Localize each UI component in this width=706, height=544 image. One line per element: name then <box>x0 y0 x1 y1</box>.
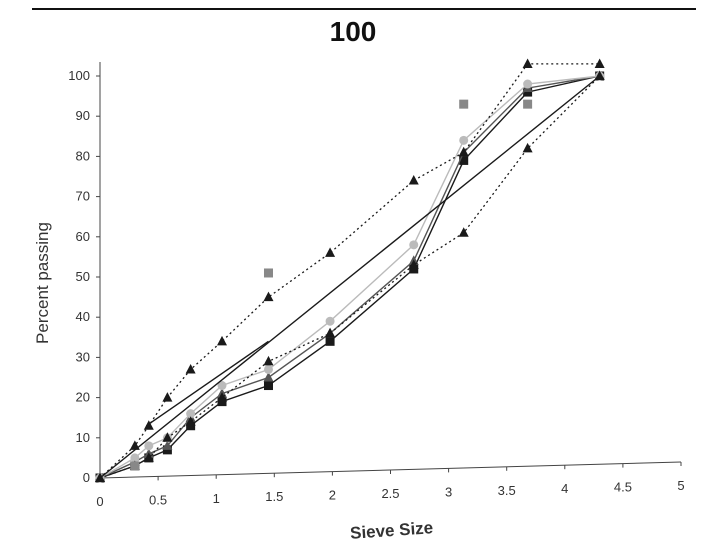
data-point-square <box>162 445 172 455</box>
y-tick-label: 60 <box>76 229 90 244</box>
data-point-square <box>186 421 196 431</box>
x-tick-label: 1.5 <box>265 489 283 504</box>
data-point-triangle <box>458 146 469 157</box>
data-point-square <box>409 264 419 274</box>
data-point-triangle <box>129 440 140 450</box>
data-point-triangle <box>143 452 154 462</box>
data-point-circle <box>325 316 335 326</box>
series-line-4 <box>99 63 600 479</box>
page-number: 100 <box>329 16 377 47</box>
y-tick-label: 100 <box>68 68 90 83</box>
x-tick-label: 0 <box>96 494 103 509</box>
data-point-square <box>325 336 335 346</box>
data-point-circle <box>130 453 140 463</box>
y-tick-label: 70 <box>76 189 90 204</box>
series-line-7 <box>99 75 601 479</box>
data-point-square <box>523 87 533 97</box>
data-point-square <box>459 99 469 109</box>
series-line-8 <box>146 340 269 427</box>
data-point-triangle <box>162 440 173 450</box>
y-tick-label: 80 <box>76 148 90 163</box>
data-point-triangle <box>263 291 274 302</box>
data-point-triangle <box>522 142 533 153</box>
data-point-triangle <box>408 259 419 269</box>
data-point-triangle <box>217 392 228 402</box>
x-tick-label: 5 <box>677 478 684 493</box>
y-tick-label: 90 <box>76 108 90 123</box>
x-tick-label: 4.5 <box>614 480 632 495</box>
x-tick-label: 3 <box>445 484 452 499</box>
data-point-square <box>459 155 469 165</box>
data-point-triangle <box>185 416 196 426</box>
y-tick-label: 40 <box>76 309 90 324</box>
y-tick-label: 20 <box>76 390 90 405</box>
x-tick-label: 4 <box>561 481 568 496</box>
data-point-triangle <box>143 420 154 430</box>
data-point-circle <box>523 79 533 89</box>
data-point-triangle <box>263 355 274 366</box>
data-point-triangle <box>325 247 336 257</box>
data-point-circle <box>217 381 227 391</box>
x-tick-label: 2 <box>329 488 336 503</box>
data-point-triangle <box>162 432 173 442</box>
y-tick-label: 50 <box>76 269 90 284</box>
data-point-square <box>130 461 140 471</box>
header-rule <box>32 8 696 10</box>
data-point-triangle <box>263 372 274 382</box>
x-axis-title: Sieve Size <box>349 518 433 543</box>
data-point-triangle <box>325 327 336 338</box>
data-point-circle <box>144 441 154 451</box>
data-point-circle <box>263 364 273 374</box>
data-point-triangle <box>408 175 419 185</box>
x-tick-label: 3.5 <box>498 483 516 498</box>
data-point-square <box>217 397 227 407</box>
data-point-circle <box>186 409 196 419</box>
y-tick-label: 30 <box>76 349 90 364</box>
x-tick-label: 1 <box>213 491 220 506</box>
x-tick-label: 2.5 <box>381 486 399 501</box>
data-point-square <box>263 268 273 278</box>
data-point-triangle <box>217 335 228 346</box>
data-point-square <box>263 381 273 391</box>
data-point-triangle <box>594 58 605 68</box>
y-axis-title: Percent passing <box>33 222 52 344</box>
data-point-triangle <box>185 363 196 374</box>
data-point-triangle <box>458 227 469 237</box>
x-tick-label: 0.5 <box>149 492 167 507</box>
y-tick-label: 10 <box>76 430 90 445</box>
y-tick-label: 0 <box>83 470 90 485</box>
data-point-circle <box>409 240 419 250</box>
data-point-square <box>523 99 533 109</box>
data-point-triangle <box>162 392 173 402</box>
data-point-triangle <box>522 58 533 68</box>
data-point-circle <box>459 135 469 145</box>
